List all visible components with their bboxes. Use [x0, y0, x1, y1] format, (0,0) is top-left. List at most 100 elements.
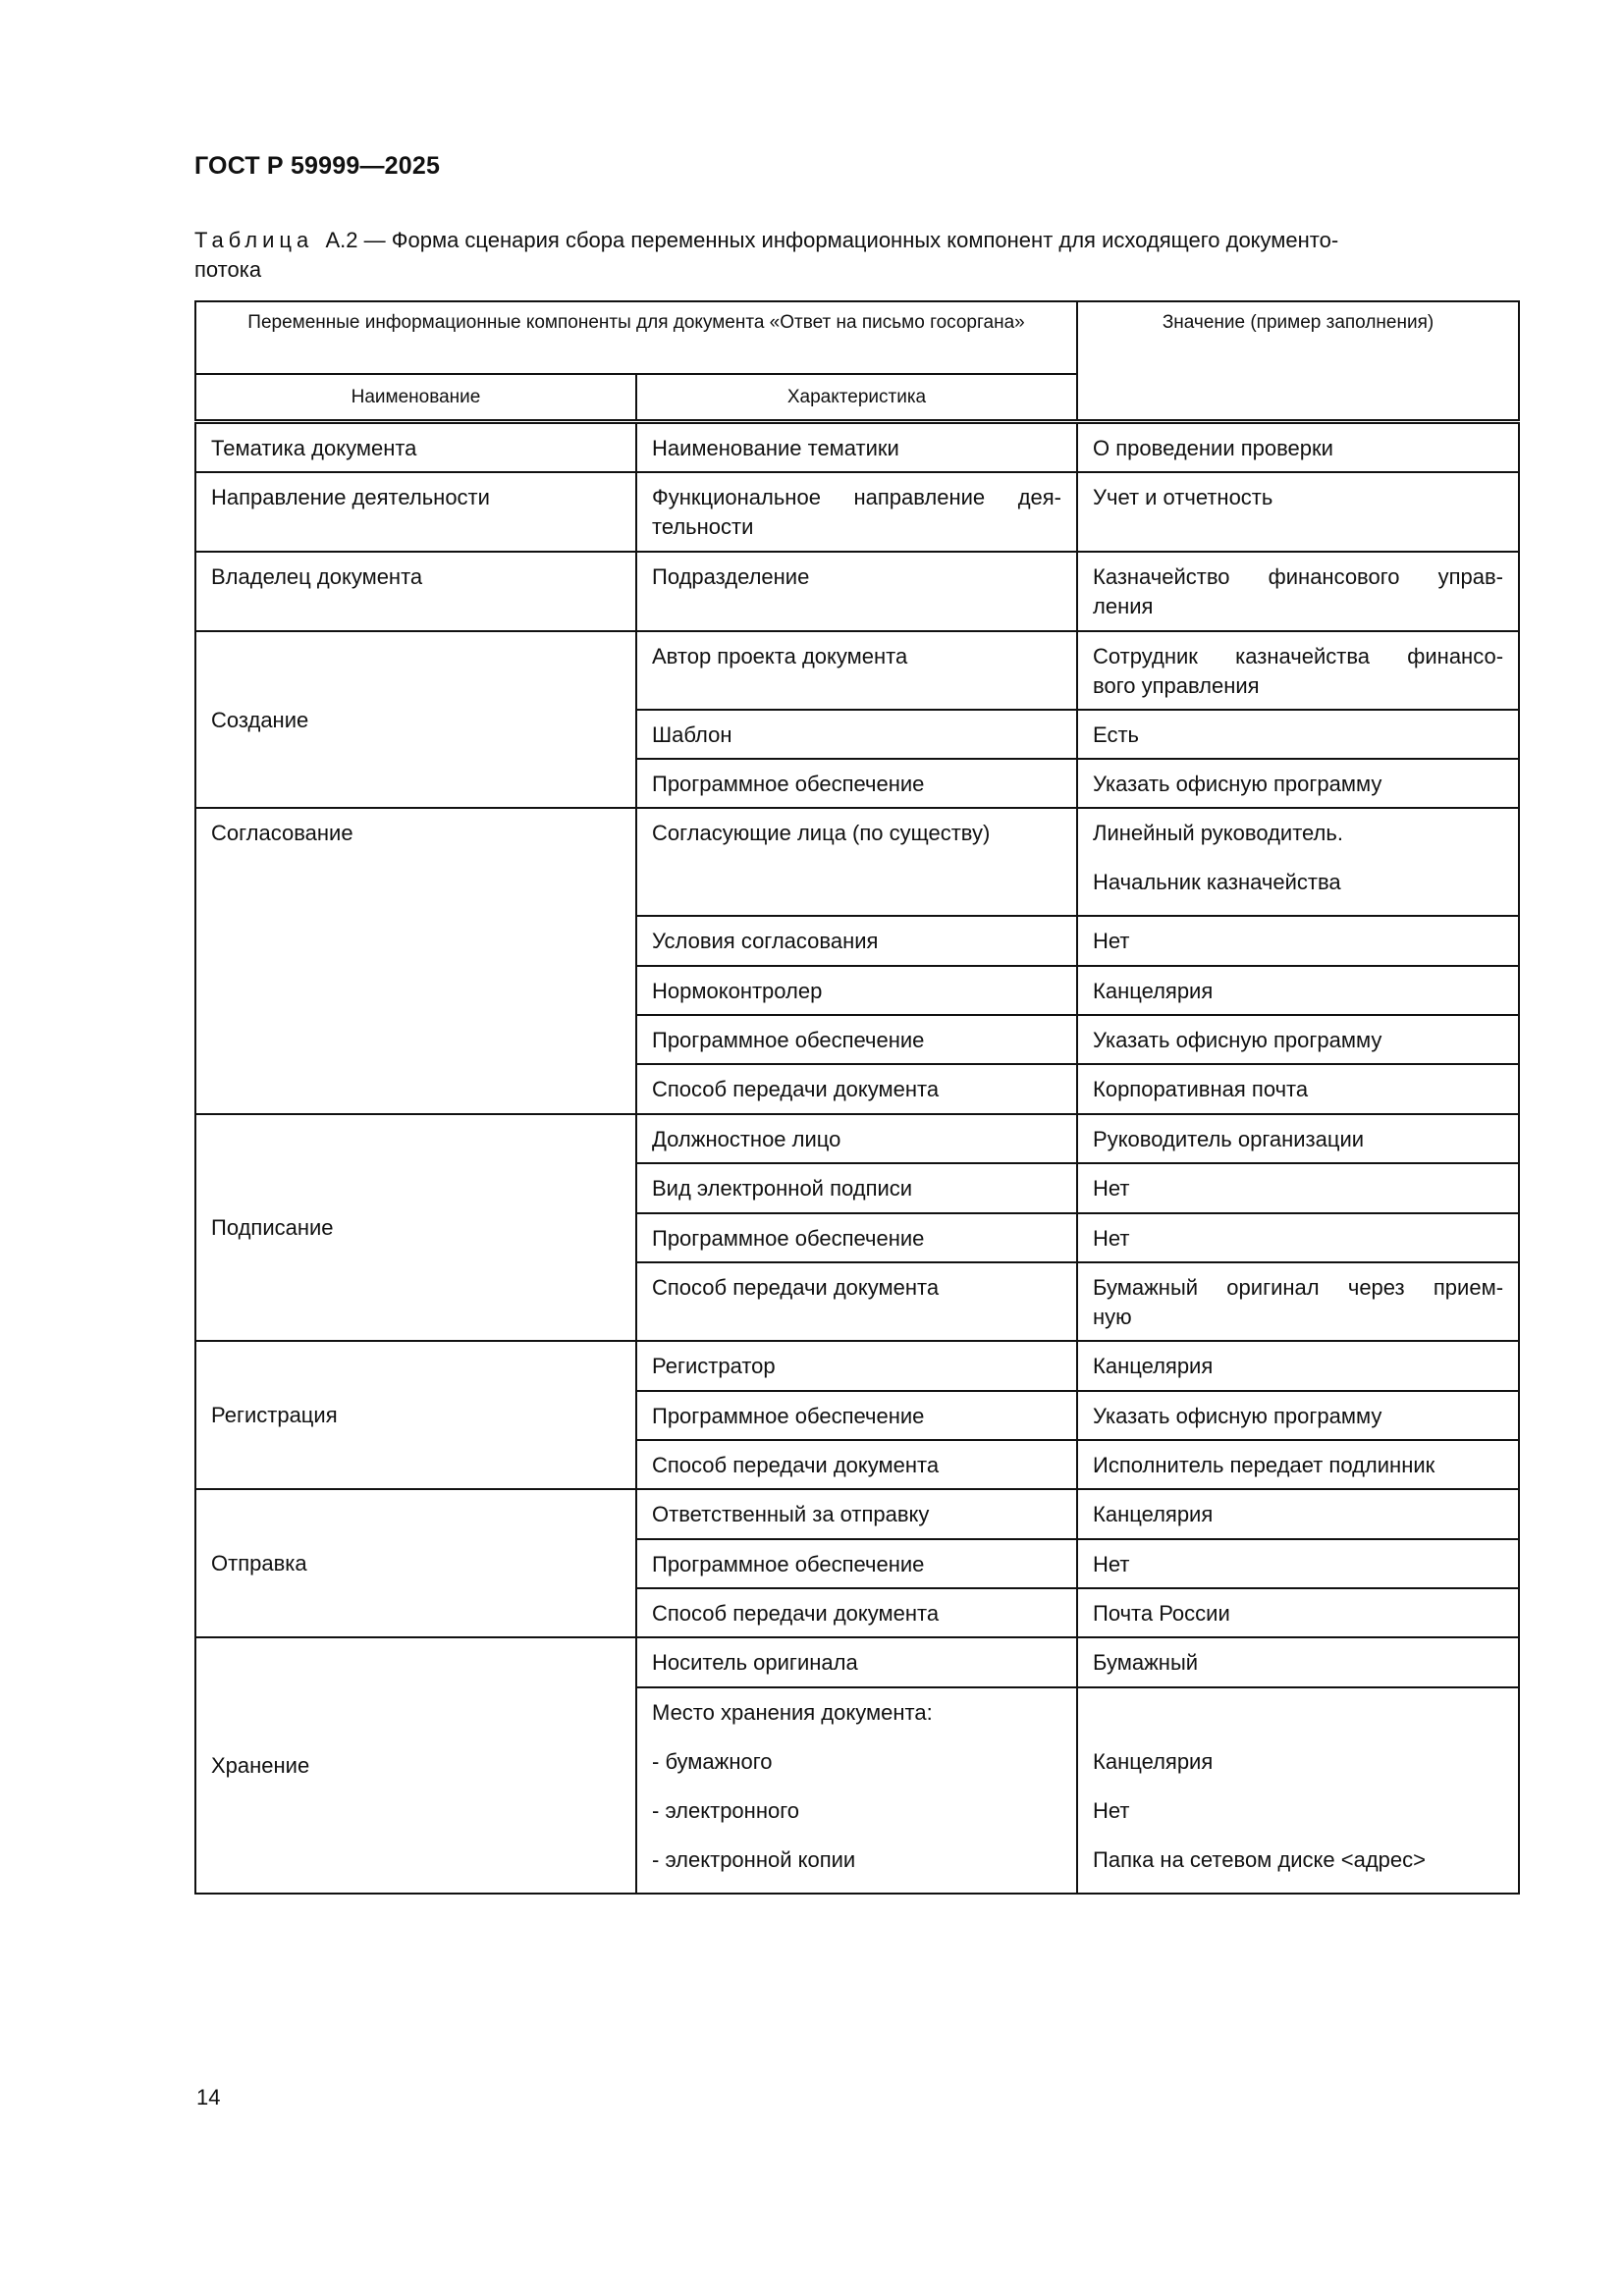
cell-line: Место хранения документа: [652, 1699, 933, 1725]
cell-line: Указать офисную программу [1093, 1403, 1382, 1428]
cell-characteristic: Условия согласования [634, 914, 1079, 967]
cell-line: Способ передачи документа [652, 1076, 940, 1101]
table-row: Владелец документа Подразделение Казначейс… [194, 550, 1521, 632]
cell-line: Почта России [1093, 1600, 1230, 1626]
cell-value: О проведении проверки [1076, 420, 1521, 473]
cell-name: Регистрация [194, 1339, 637, 1490]
table-row: Программное обеспечение Указать офисную п… [195, 1389, 1521, 1441]
cell-line: Нет [1093, 928, 1130, 953]
cell-characteristic: Способ передачи документа [634, 1260, 1079, 1342]
cell-line: Казначейство финансового управ- [1093, 563, 1504, 589]
cell-characteristic: Шаблон [634, 708, 1079, 760]
cell-line: Линейный руководитель. [1093, 820, 1343, 845]
cell-value: Нет [1076, 914, 1521, 967]
cell-line: Подразделение [652, 563, 810, 589]
scenario-table: Переменные информационные компоненты для… [193, 300, 1521, 1895]
cell-value: Канцелярия Нет Папка на сетевом диске <адр… [1076, 1685, 1521, 1895]
cell-line: Наименование тематики [652, 435, 899, 460]
cell-value: Указать офисную программу [1076, 1013, 1521, 1065]
cell-name: Тематика документа [194, 420, 637, 473]
table-row: Отправка Ответственный за отправку Канцеля… [194, 1487, 1521, 1638]
table-row: Программное обеспечение Указать офисную п… [195, 1013, 1521, 1065]
cell-value: Канцелярия [1076, 964, 1521, 1016]
cell-value: Есть [1076, 708, 1521, 760]
table-row: Нормоконтролер Канцелярия [195, 964, 1521, 1016]
cell-value: Руководитель организации [1076, 1112, 1521, 1164]
table-row: Шаблон Есть [195, 708, 1521, 760]
document-code: ГОСТ Р 59999—2025 [194, 152, 441, 180]
cell-name: Направление деятельности [194, 470, 637, 553]
cell-line: - электронного [652, 1797, 799, 1823]
caption-text-line2: потока [194, 257, 262, 282]
cell-value: Нет [1076, 1161, 1521, 1214]
cell-line: Согласующие лица (по существу) [652, 820, 991, 845]
cell-line: Указать офисную программу [1093, 1027, 1382, 1052]
cell-line: Способ передачи документа [652, 1452, 940, 1477]
cell-line: Папка на сетевом диске <адрес> [1093, 1846, 1426, 1872]
cell-line: Канцелярия [1093, 1748, 1214, 1774]
cell-line: Есть [1093, 721, 1139, 747]
cell-value: Бумажный [1076, 1635, 1521, 1688]
cell-characteristic: Способ передачи документа [634, 1438, 1079, 1490]
cell-characteristic: Должностное лицо [634, 1112, 1079, 1164]
cell-value: Указать офисную программу [1076, 757, 1521, 809]
cell-value: Казначейство финансового управ-ления [1076, 550, 1521, 632]
caption-label: Таблица [194, 228, 314, 252]
cell-name: Отправка [194, 1487, 637, 1638]
cell-line: Учет и отчетность [1093, 484, 1273, 509]
table-row: Создание Автор проекта документа Сотрудник… [194, 629, 1521, 809]
cell-line: - электронной копии [652, 1846, 856, 1872]
cell-line: Канцелярия [1093, 1353, 1214, 1378]
cell-characteristic: Программное обеспечение [634, 1211, 1079, 1263]
cell-line: Бумажный [1093, 1649, 1199, 1675]
cell-value: Почта России [1076, 1586, 1521, 1638]
cell-line: Нет [1093, 1225, 1130, 1251]
cell-characteristic: Программное обеспечение [634, 757, 1079, 809]
table-row: Подписание Должностное лицо Руководитель о… [194, 1112, 1521, 1342]
cell-value: Исполнитель передает подлинник [1076, 1438, 1521, 1490]
cell-line: тельности [652, 513, 754, 539]
page-number: 14 [196, 2085, 221, 2109]
cell-value: Нет [1076, 1211, 1521, 1263]
header-subrow: Наименование Характеристика [194, 373, 1519, 424]
cell-name: Владелец документа [194, 550, 637, 632]
cell-line: Регистрация [211, 1403, 338, 1427]
cell-value: Бумажный оригинал через прием-ную [1076, 1260, 1521, 1342]
cell-line: Подписание [211, 1215, 334, 1240]
cell-value: Сотрудник казначейства финансо-вого упра… [1076, 629, 1521, 711]
cell-line: Носитель оригинала [652, 1649, 858, 1675]
cell-line: Должностное лицо [652, 1126, 841, 1151]
cell-characteristic: Носитель оригинала [634, 1635, 1079, 1688]
cell-line: О проведении проверки [1093, 435, 1333, 460]
table-row: Программное обеспечение Нет [195, 1211, 1521, 1263]
cell-line: Отправка [211, 1551, 307, 1575]
cell-value: Указать офисную программу [1076, 1389, 1521, 1441]
cell-line: Нет [1093, 1797, 1130, 1823]
cell-line: вого управления [1093, 672, 1260, 698]
cell-line: Руководитель организации [1093, 1126, 1365, 1151]
cell-line: Начальник казначейства [1093, 869, 1341, 894]
cell-characteristic: Нормоконтролер [634, 964, 1079, 1016]
cell-line: Программное обеспечение [652, 1403, 925, 1428]
cell-line: Создание [211, 707, 309, 732]
cell-value: Канцелярия [1076, 1339, 1521, 1392]
cell-line: Способ передачи документа [652, 1600, 940, 1626]
table-row: Регистрация Регистратор Канцелярия [194, 1339, 1521, 1490]
cell-line: Исполнитель передает подлинник [1093, 1452, 1435, 1477]
cell-line: Владелец документа [211, 563, 423, 589]
cell-line: Указать офисную программу [1093, 771, 1382, 796]
cell-characteristic: Подразделение [634, 550, 1079, 632]
cell-line: Способ передачи документа [652, 1274, 940, 1300]
cell-line: Автор проекта документа [652, 643, 908, 668]
cell-line [1093, 1688, 1503, 1737]
cell-characteristic: Согласующие лица (по существу) [634, 806, 1079, 917]
cell-characteristic: Функциональное направление дея-тельности [634, 470, 1079, 553]
header-row: Переменные информационные компоненты для… [193, 300, 1521, 424]
cell-characteristic: Место хранения документа: - бумажного - эл… [634, 1685, 1079, 1895]
table-row: Место хранения документа: - бумажного - эл… [195, 1685, 1521, 1895]
cell-value: Корпоративная почта [1076, 1062, 1521, 1115]
table-row: Хранение Носитель оригинала Бумажный [194, 1635, 1521, 1895]
cell-line: Корпоративная почта [1093, 1076, 1309, 1101]
cell-line: Регистратор [652, 1353, 776, 1378]
header-characteristic: Характеристика [634, 373, 1079, 424]
